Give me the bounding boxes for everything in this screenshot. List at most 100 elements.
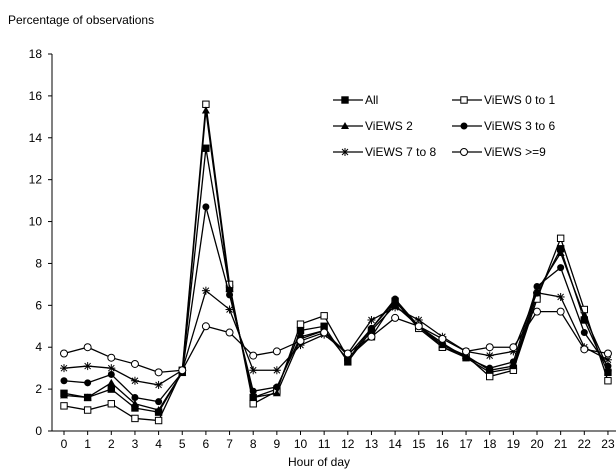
x-tick-label: 15 (412, 437, 426, 451)
data-point (509, 358, 517, 366)
y-axis-title: Percentage of observations (8, 13, 155, 27)
y-tick-label: 12 (29, 173, 43, 187)
data-point (604, 362, 612, 370)
legend-marker (341, 148, 349, 156)
x-tick-label: 23 (601, 437, 615, 451)
data-point (226, 291, 234, 299)
series-5 (60, 307, 612, 377)
legend: All ViEWS 0 to 1 ViEWS 2 ViEWS 3 to 6 ViEWS … (333, 93, 555, 159)
data-point (202, 203, 210, 211)
data-point (438, 334, 447, 343)
data-point (533, 282, 541, 290)
data-point (462, 347, 471, 356)
legend-item: ViEWS 0 to 1 (452, 93, 555, 107)
data-point (131, 393, 139, 401)
legend-item: All (333, 93, 378, 107)
legend-item: ViEWS 3 to 6 (452, 119, 555, 133)
data-point (107, 385, 115, 393)
data-point (154, 380, 163, 389)
y-tick-label: 6 (35, 298, 42, 312)
legend-marker (460, 148, 468, 156)
data-point (273, 383, 281, 391)
data-point (154, 368, 163, 377)
data-point (556, 292, 565, 301)
data-point (83, 393, 92, 401)
legend-marker (460, 122, 468, 130)
data-point (485, 343, 494, 352)
data-point (107, 378, 116, 386)
x-tick-label: 16 (436, 437, 450, 451)
data-point (130, 359, 139, 368)
data-point (60, 364, 68, 373)
data-point (320, 328, 329, 337)
data-point (509, 343, 518, 352)
data-point (225, 328, 234, 337)
data-point (603, 355, 612, 364)
data-point (249, 351, 258, 360)
y-tick-label: 8 (35, 256, 42, 270)
data-point (84, 379, 92, 387)
data-point (509, 362, 518, 370)
x-tick-label: 4 (155, 437, 162, 451)
data-point (296, 336, 305, 345)
y-tick-label: 4 (35, 340, 42, 354)
series-0 (60, 144, 612, 416)
data-point (603, 349, 612, 358)
data-point (249, 366, 258, 375)
x-tick-label: 20 (530, 437, 544, 451)
data-point (202, 144, 210, 152)
data-point (201, 322, 210, 331)
data-point (580, 329, 588, 337)
data-point (154, 406, 163, 414)
data-point (486, 364, 494, 372)
data-point (130, 376, 139, 385)
x-tick-label: 6 (203, 437, 210, 451)
legend-label: All (365, 93, 378, 107)
data-point (249, 387, 257, 395)
data-point (83, 362, 92, 371)
y-tick-label: 10 (29, 215, 43, 229)
data-point (60, 391, 68, 399)
data-point (201, 106, 210, 114)
data-point (154, 416, 163, 425)
data-point (391, 303, 400, 312)
legend-item: ViEWS 7 to 8 (333, 145, 436, 159)
data-point (367, 324, 375, 332)
data-point (486, 372, 494, 381)
data-point (272, 389, 281, 397)
data-point (580, 311, 589, 319)
x-tick-label: 12 (341, 437, 355, 451)
x-tick-label: 5 (179, 437, 186, 451)
data-point (225, 305, 234, 314)
data-point (107, 370, 115, 378)
y-tick-label: 0 (35, 424, 42, 438)
x-tick-label: 2 (108, 437, 115, 451)
legend-item: ViEWS >=9 (452, 145, 546, 159)
x-tick-label: 18 (483, 437, 497, 451)
x-tick-label: 8 (250, 437, 257, 451)
y-tick-label: 14 (29, 131, 43, 145)
data-point (391, 313, 400, 322)
x-tick-label: 22 (578, 437, 592, 451)
data-point (272, 347, 281, 356)
legend-marker (460, 96, 468, 104)
legend-marker (341, 96, 349, 104)
data-point (83, 343, 92, 352)
data-point (249, 400, 257, 408)
data-point (533, 307, 541, 316)
x-tick-label: 10 (294, 437, 308, 451)
data-point (155, 398, 163, 406)
data-point (556, 307, 565, 316)
data-point (367, 332, 376, 341)
legend-label: ViEWS >=9 (484, 145, 546, 159)
data-point (462, 354, 470, 362)
data-point (60, 402, 68, 410)
y-tick-label: 16 (29, 89, 43, 103)
data-point (485, 351, 494, 360)
legend-item: ViEWS 2 (333, 119, 413, 133)
x-tick-label: 1 (84, 437, 91, 451)
series-line (63, 104, 609, 422)
series-line (63, 206, 609, 403)
